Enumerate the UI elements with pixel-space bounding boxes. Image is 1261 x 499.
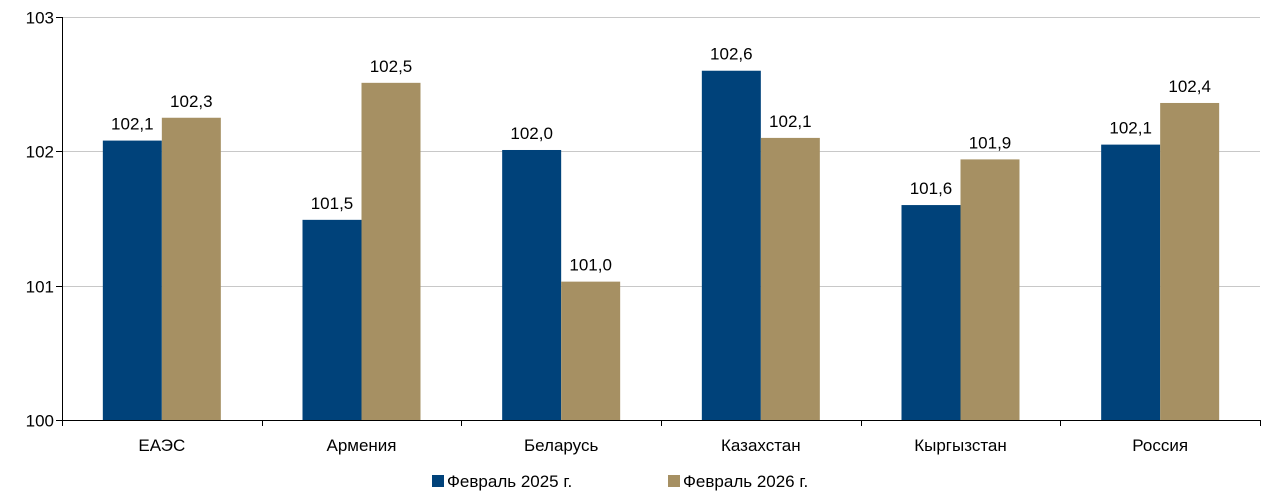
data-label: 102,6 <box>710 45 753 64</box>
bar-series2 <box>760 137 820 420</box>
category-label: Кыргызстан <box>914 436 1007 455</box>
y-tick-label: 101 <box>26 278 54 297</box>
category-label: Беларусь <box>524 436 598 455</box>
data-label: 101,0 <box>569 256 612 275</box>
bar-series1 <box>102 140 162 420</box>
bar-series1 <box>502 149 562 421</box>
bar-series2 <box>561 281 621 420</box>
bar-series1 <box>701 70 761 420</box>
data-label: 101,9 <box>969 133 1012 152</box>
data-label: 102,3 <box>170 92 213 111</box>
legend-swatch <box>432 475 444 487</box>
bar-series2 <box>1160 102 1220 421</box>
bar-series1 <box>1101 144 1161 420</box>
legend: Февраль 2025 г. Февраль 2026 г. <box>432 472 808 491</box>
y-tick-label: 100 <box>26 412 54 431</box>
data-label: 102,1 <box>1109 119 1152 138</box>
bar-series1 <box>901 205 961 420</box>
data-labels: 102,1 102,3 101,5 102,5 102,0 101,0 102,6 102,1… <box>111 45 1211 275</box>
legend-label: Февраль 2026 г. <box>683 472 808 491</box>
data-label: 102,4 <box>1168 77 1211 96</box>
category-label: Казахстан <box>721 436 801 455</box>
legend-label: Февраль 2025 г. <box>447 472 572 491</box>
legend-swatch <box>668 475 680 487</box>
category-label: Армения <box>326 436 396 455</box>
y-tick-label: 103 <box>26 9 54 28</box>
bar-series2 <box>161 117 221 420</box>
gridlines <box>62 17 1260 287</box>
category-label: Россия <box>1132 436 1188 455</box>
axes: 100 101 102 103 ЕАЭС Армения Беларусь Казахстан… <box>26 9 1261 455</box>
bars <box>102 70 1220 421</box>
category-label: ЕАЭС <box>138 436 185 455</box>
data-label: 101,6 <box>910 179 953 198</box>
data-label: 102,0 <box>510 124 553 143</box>
y-tick-label: 102 <box>26 143 54 162</box>
data-label: 101,5 <box>311 194 354 213</box>
data-label: 102,1 <box>769 112 812 131</box>
data-label: 102,5 <box>370 57 413 76</box>
bar-series2 <box>361 82 421 420</box>
bar-series2 <box>960 159 1020 421</box>
data-label: 102,1 <box>111 115 154 134</box>
bar-series1 <box>302 219 362 420</box>
